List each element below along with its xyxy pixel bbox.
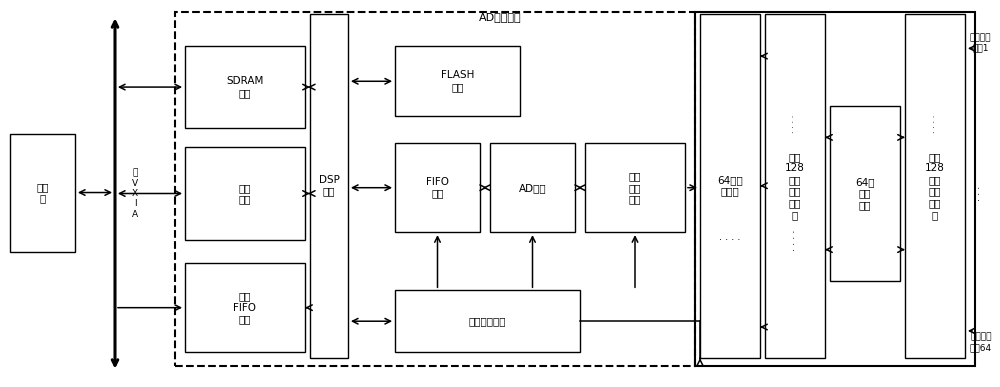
Bar: [700, 14, 760, 358]
Text: AD采集模块: AD采集模块: [479, 12, 521, 22]
Bar: [185, 263, 305, 352]
Bar: [185, 46, 305, 128]
Text: 差分输入
信号64: 差分输入 信号64: [970, 333, 992, 352]
Text: · · · ·: · · · ·: [790, 229, 800, 251]
Text: 64路滤
波电路: 64路滤 波电路: [717, 175, 743, 197]
Text: 64路
隔离
电路: 64路 隔离 电路: [855, 177, 875, 210]
Text: FLASH
模块: FLASH 模块: [441, 70, 474, 92]
Bar: [905, 14, 965, 358]
Bar: [175, 12, 695, 366]
Text: 第一
128
路矩
阵开
关电
路: 第一 128 路矩 阵开 关电 路: [925, 152, 945, 220]
Bar: [585, 143, 685, 232]
Bar: [185, 147, 305, 240]
Text: 传送
FIFO
模块: 传送 FIFO 模块: [234, 291, 256, 324]
Text: 上位
机: 上位 机: [36, 182, 49, 203]
Text: 第二
128
路矩
阵开
关电
路: 第二 128 路矩 阵开 关电 路: [785, 152, 805, 220]
Text: SDRAM
模块: SDRAM 模块: [226, 76, 264, 98]
Bar: [395, 143, 480, 232]
Text: · · · ·: · · · ·: [719, 235, 741, 245]
Bar: [490, 143, 575, 232]
Text: · · ·: · · ·: [975, 186, 985, 201]
Text: 差分输入
信号1: 差分输入 信号1: [970, 33, 992, 52]
Text: 控制逻辑模块: 控制逻辑模块: [469, 316, 506, 326]
Bar: [395, 46, 520, 116]
Text: DSP
芯片: DSP 芯片: [319, 175, 339, 197]
Bar: [10, 134, 75, 252]
Bar: [695, 12, 975, 366]
Bar: [310, 14, 348, 358]
Bar: [395, 290, 580, 352]
Text: 寄存
器组: 寄存 器组: [239, 183, 251, 204]
Text: FIFO
模块: FIFO 模块: [426, 177, 449, 199]
Text: · · · ·: · · · ·: [790, 115, 799, 133]
Text: · · · ·: · · · ·: [930, 115, 940, 133]
Text: AD模块: AD模块: [519, 183, 546, 193]
Text: 通道
选择
模块: 通道 选择 模块: [629, 171, 641, 204]
Text: 总
V
X
I
A: 总 V X I A: [132, 168, 138, 219]
Bar: [830, 106, 900, 281]
Bar: [765, 14, 825, 358]
